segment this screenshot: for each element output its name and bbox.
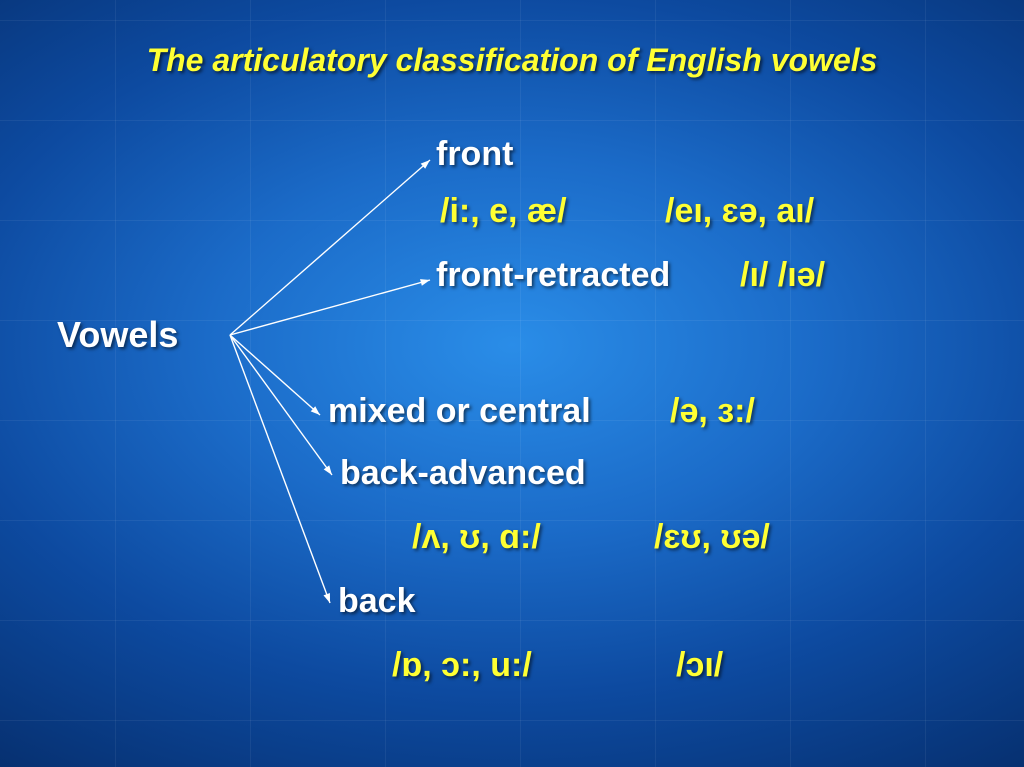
front-phonemes-b: /eı, ɛə, aı/: [665, 192, 814, 231]
back-advanced-phonemes-b: /ɛʊ, ʊə/: [654, 518, 770, 557]
mixed-label: mixed or central: [328, 392, 591, 431]
back-advanced-phonemes-a: /ʌ, ʊ, ɑ:/: [412, 518, 541, 557]
back-phonemes-b: /ɔı/: [676, 646, 723, 685]
slide-root: The articulatory classification of Engli…: [0, 0, 1024, 767]
back-phonemes-a: /ɒ, ɔ:, u:/: [392, 646, 532, 685]
front-label: front: [436, 135, 513, 174]
root-label: Vowels: [57, 314, 178, 356]
front-phonemes-a: /i:, e, æ/: [440, 192, 567, 231]
front-retracted-label: front-retracted: [436, 256, 670, 295]
front-retracted-phonemes: /ı/ /ıə/: [740, 256, 825, 295]
slide-title: The articulatory classification of Engli…: [0, 42, 1024, 79]
back-label: back: [338, 582, 416, 621]
back-advanced-label: back-advanced: [340, 454, 586, 493]
mixed-phonemes: /ə, ɜ:/: [670, 392, 755, 431]
